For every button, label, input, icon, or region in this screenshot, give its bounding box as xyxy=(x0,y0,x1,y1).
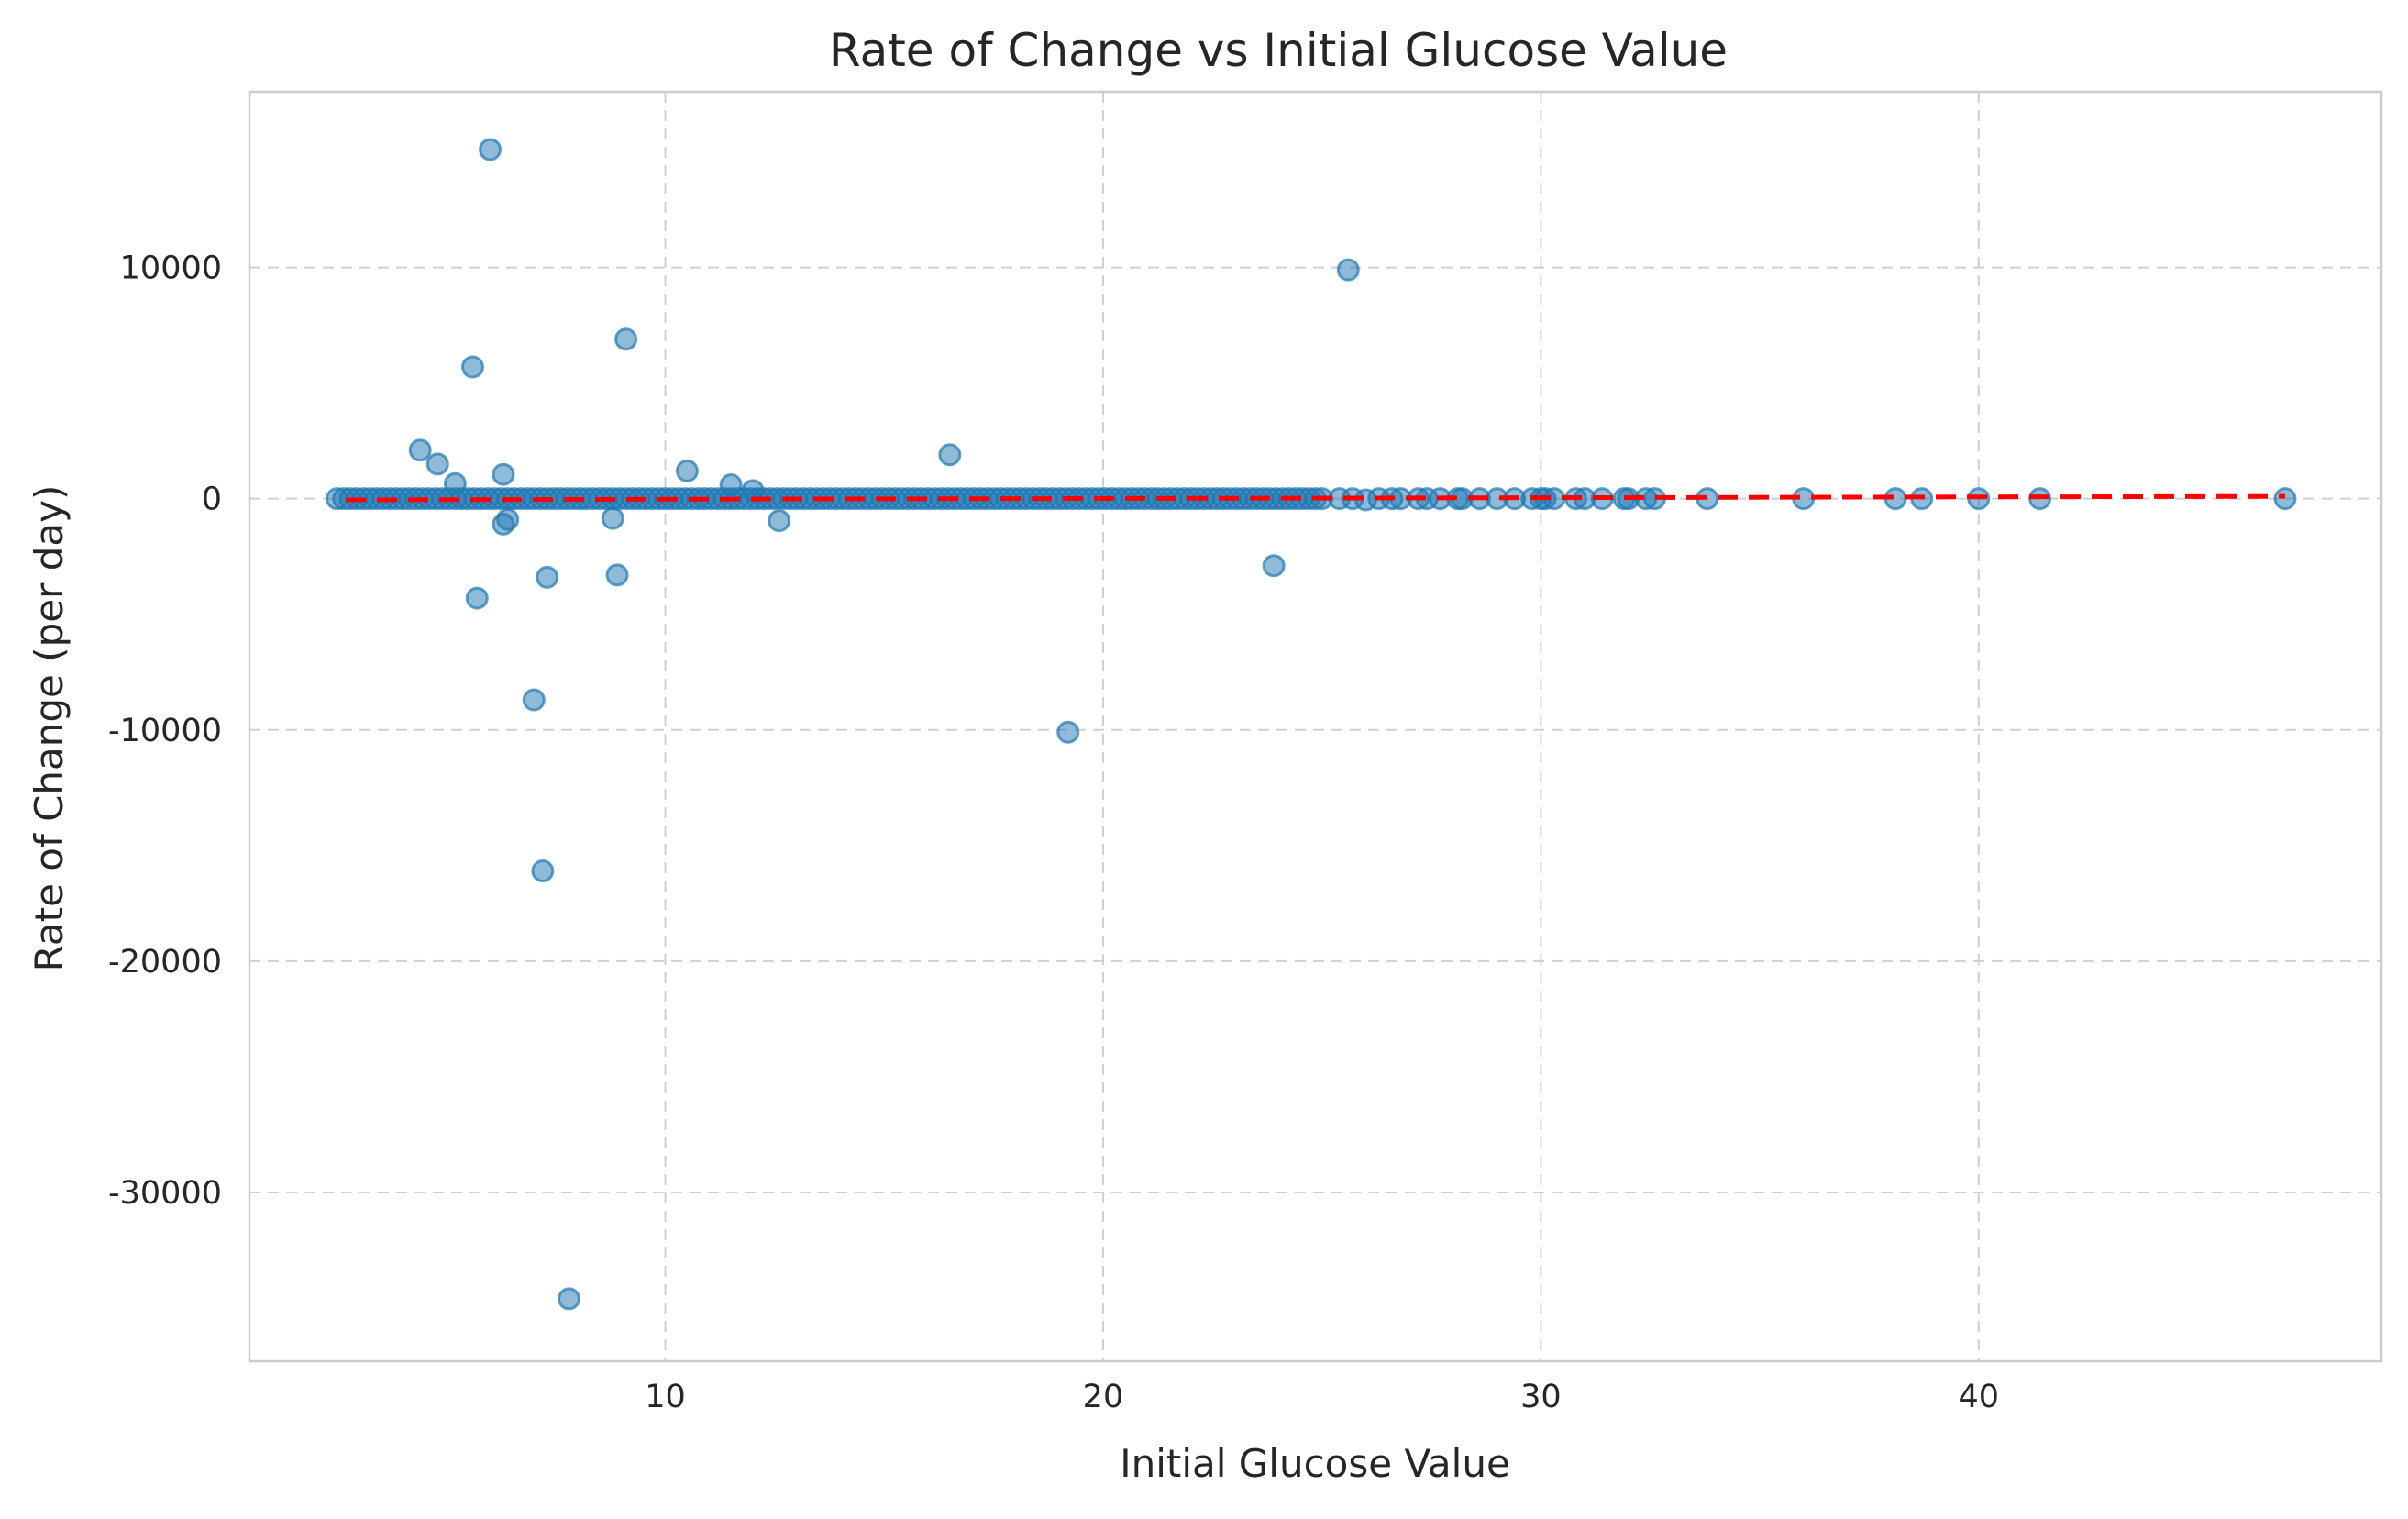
data-point xyxy=(443,471,467,495)
data-point xyxy=(605,563,629,587)
data-point xyxy=(1262,554,1286,578)
y-axis-label: Rate of Change (per day) xyxy=(27,485,72,972)
y-tick-label: 10000 xyxy=(120,250,222,287)
plot-frame xyxy=(248,90,2383,1363)
y-tick-label: -10000 xyxy=(108,713,222,749)
data-point xyxy=(496,507,520,531)
y-tick-label: 0 xyxy=(202,482,222,518)
y-tick-label: -30000 xyxy=(108,1175,222,1212)
data-point xyxy=(408,438,432,462)
grid-lines xyxy=(249,92,2381,1361)
data-point xyxy=(675,459,699,482)
trend-line-layer xyxy=(346,493,2285,503)
data-point xyxy=(460,355,484,379)
data-points xyxy=(325,138,2297,1311)
x-tick-label: 40 xyxy=(1959,1379,2000,1415)
data-point xyxy=(938,443,962,467)
data-point xyxy=(719,473,743,497)
x-tick-labels: 10 20 30 40 xyxy=(645,1379,1999,1415)
data-point xyxy=(522,688,546,712)
data-point xyxy=(536,565,559,589)
data-point xyxy=(768,509,791,533)
data-point xyxy=(1336,258,1360,282)
data-point xyxy=(531,859,555,883)
data-point xyxy=(425,452,449,476)
x-axis-label: Initial Glucose Value xyxy=(1120,1441,1510,1486)
chart-title: Rate of Change vs Initial Glucose Value xyxy=(829,24,1728,77)
plot-border xyxy=(248,90,2383,1363)
data-point xyxy=(479,138,503,161)
x-tick-label: 20 xyxy=(1083,1379,1124,1415)
data-point xyxy=(558,1287,581,1311)
x-tick-label: 30 xyxy=(1520,1379,1562,1415)
data-point xyxy=(492,462,515,486)
data-point xyxy=(614,327,638,351)
data-point xyxy=(601,506,624,530)
data-point xyxy=(1056,720,1080,744)
data-point xyxy=(2273,487,2297,511)
trend-line xyxy=(346,493,2285,503)
y-tick-label: -20000 xyxy=(108,944,222,981)
x-tick-label: 10 xyxy=(645,1379,686,1415)
data-point xyxy=(465,586,489,610)
y-tick-labels: 10000 0 -10000 -20000 -30000 xyxy=(108,250,222,1212)
